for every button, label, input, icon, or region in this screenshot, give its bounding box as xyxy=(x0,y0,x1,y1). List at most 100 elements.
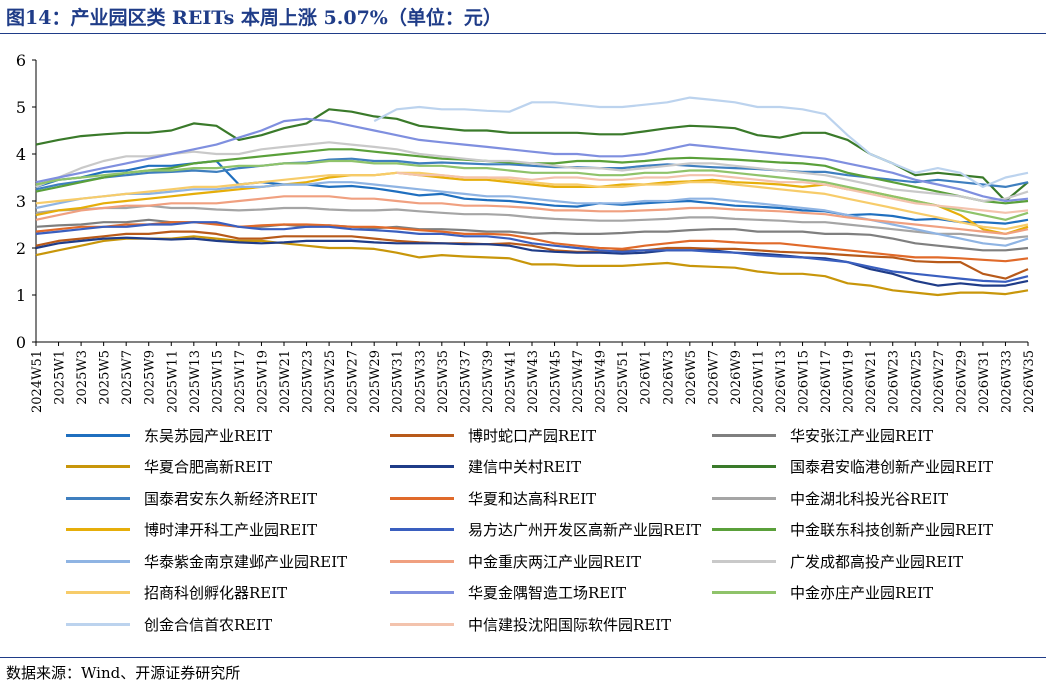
legend-label: 华夏金隅智造工场REIT xyxy=(468,584,627,602)
series-line-14 xyxy=(35,195,1029,235)
legend-label: 东吴苏园产业REIT xyxy=(144,426,273,445)
legend-label: 华泰紫金南京建邺产业园REIT xyxy=(144,552,348,571)
chart-legend: 东吴苏园产业REIT 博时蛇口产园REIT 华安张江产业园REIT 华夏合肥高新REI… xyxy=(0,422,1046,654)
legend-item: 东吴苏园产业REIT xyxy=(66,422,272,448)
x-tick-label: 2026W35 xyxy=(1022,350,1037,413)
y-tick-label: 1 xyxy=(16,286,26,305)
x-tick-label: 2025W51 xyxy=(616,350,631,413)
legend-swatch xyxy=(66,433,130,437)
x-tick-label: 2025W25 xyxy=(323,350,338,413)
legend-swatch xyxy=(712,559,776,563)
x-tick-label: 2025W3 xyxy=(75,350,90,405)
series-line-16 xyxy=(35,171,1029,231)
legend-item: 华夏金隅智造工场REIT xyxy=(390,580,626,606)
legend-label: 华夏合肥高新REIT xyxy=(144,458,273,476)
x-tick-label: 2025W49 xyxy=(594,350,609,413)
legend-label: 中金联东科技创新产业园REIT xyxy=(790,521,994,539)
legend-label: 国泰君安东久新经济REIT xyxy=(144,489,318,508)
x-tick-label: 2025W1 xyxy=(53,350,68,405)
legend-swatch xyxy=(712,496,776,500)
legend-swatch xyxy=(390,559,454,563)
legend-swatch xyxy=(66,465,130,468)
x-tick-label: 2025W15 xyxy=(210,350,225,413)
series-line-4 xyxy=(35,235,1029,297)
series-line-6 xyxy=(35,108,1029,203)
legend-item: 中金重庆两江产业园REIT xyxy=(390,548,641,574)
x-tick-label: 2025W37 xyxy=(458,350,473,413)
legend-item: 华夏和达高科REIT xyxy=(390,485,596,511)
x-tick-label: 2026W9 xyxy=(729,350,744,405)
legend-label: 易方达广州开发区高新产业园REIT xyxy=(468,521,702,539)
legend-item: 易方达广州开发区高新产业园REIT xyxy=(390,517,701,543)
series-line-5 xyxy=(35,236,1029,287)
x-tick-label: 2024W51 xyxy=(30,350,45,413)
legend-item: 华泰紫金南京建邺产业园REIT xyxy=(66,548,347,574)
series-line-20 xyxy=(396,171,1029,214)
x-tick-label: 2026W31 xyxy=(977,350,992,413)
series-line-11 xyxy=(35,221,1029,283)
y-tick-labels: 0 1 2 3 4 5 6 xyxy=(16,51,36,352)
legend-label: 华夏和达高科REIT xyxy=(468,489,597,508)
legend-swatch xyxy=(390,622,454,626)
legend-swatch xyxy=(712,591,776,594)
legend-swatch xyxy=(66,528,130,531)
legend-item: 博时蛇口产园REIT xyxy=(390,422,596,448)
series-line-17 xyxy=(35,117,1029,203)
legend-swatch xyxy=(712,465,776,468)
x-tick-label: 2025W33 xyxy=(413,350,428,413)
x-tick-label: 2026W19 xyxy=(842,350,857,413)
x-tick-label: 2025W41 xyxy=(503,350,518,413)
series-line-9 xyxy=(35,204,1029,240)
x-tick-label: 2025W9 xyxy=(143,350,158,405)
legend-item: 创金合信首农REIT xyxy=(66,611,272,637)
x-tick-label: 2025W27 xyxy=(346,350,361,413)
series-line-15 xyxy=(35,141,1029,203)
x-tick-label: 2026W17 xyxy=(819,350,834,413)
x-tick-label: 2025W31 xyxy=(391,350,406,413)
x-tick-label: 2025W7 xyxy=(120,350,135,405)
line-chart: 2024W51 2025W1 2025W3 2025W5 2025W7 2025W9 202… xyxy=(16,51,1037,413)
data-source: 数据来源：Wind、开源证券研究所 xyxy=(6,664,241,682)
x-tick-label: 2025W39 xyxy=(481,350,496,413)
x-tick-label: 2025W21 xyxy=(278,350,293,413)
legend-item: 中金联东科技创新产业园REIT xyxy=(712,517,993,543)
legend-swatch xyxy=(390,465,454,468)
x-tick-label: 2026W27 xyxy=(932,350,947,413)
legend-swatch xyxy=(390,528,454,531)
legend-item: 广发成都高投产业园REIT xyxy=(712,548,963,574)
x-tick-label: 2026W11 xyxy=(751,350,766,413)
x-tick-label: 2026W15 xyxy=(797,350,812,413)
legend-label: 中金重庆两江产业园REIT xyxy=(468,552,642,571)
legend-label: 博时蛇口产园REIT xyxy=(468,426,597,445)
legend-label: 华安张江产业园REIT xyxy=(790,426,934,445)
x-tick-label: 2025W23 xyxy=(301,350,316,413)
legend-swatch xyxy=(66,559,130,563)
x-tick-label: 2026W23 xyxy=(887,350,902,413)
x-tick-label: 2026W33 xyxy=(999,350,1014,413)
x-tick-label: 2026W7 xyxy=(706,350,721,405)
x-tick-label: 2025W29 xyxy=(368,350,383,413)
x-tick-label: 2026W21 xyxy=(864,350,879,413)
y-tick-label: 4 xyxy=(16,145,26,164)
x-tick-label: 2025W5 xyxy=(98,350,113,405)
legend-item: 华安张江产业园REIT xyxy=(712,422,933,448)
legend-label: 广发成都高投产业园REIT xyxy=(790,552,964,571)
chart-series xyxy=(35,96,1029,297)
x-tick-label: 2026W29 xyxy=(954,350,969,413)
y-tick-label: 5 xyxy=(16,98,26,117)
x-tick-label: 2026W13 xyxy=(774,350,789,413)
x-tick-label: 2025W11 xyxy=(165,350,180,413)
legend-item: 中金亦庄产业园REIT xyxy=(712,580,933,606)
legend-label: 创金合信首农REIT xyxy=(144,615,273,634)
chart-title: 图14：产业园区类 REITs 本周上涨 5.07%（单位：元） xyxy=(6,7,502,29)
legend-swatch xyxy=(712,528,776,531)
y-tick-label: 0 xyxy=(16,333,26,352)
legend-item: 国泰君安临港创新产业园REIT xyxy=(712,454,993,480)
x-tick-label: 2026W25 xyxy=(909,350,924,413)
legend-label: 中金亦庄产业园REIT xyxy=(790,584,934,602)
legend-label: 国泰君安临港创新产业园REIT xyxy=(790,458,994,476)
legend-label: 中金湖北科投光谷REIT xyxy=(790,489,949,508)
legend-swatch xyxy=(66,622,130,626)
legend-label: 博时津开科工产业园REIT xyxy=(144,521,318,539)
series-line-2 xyxy=(35,230,1029,280)
